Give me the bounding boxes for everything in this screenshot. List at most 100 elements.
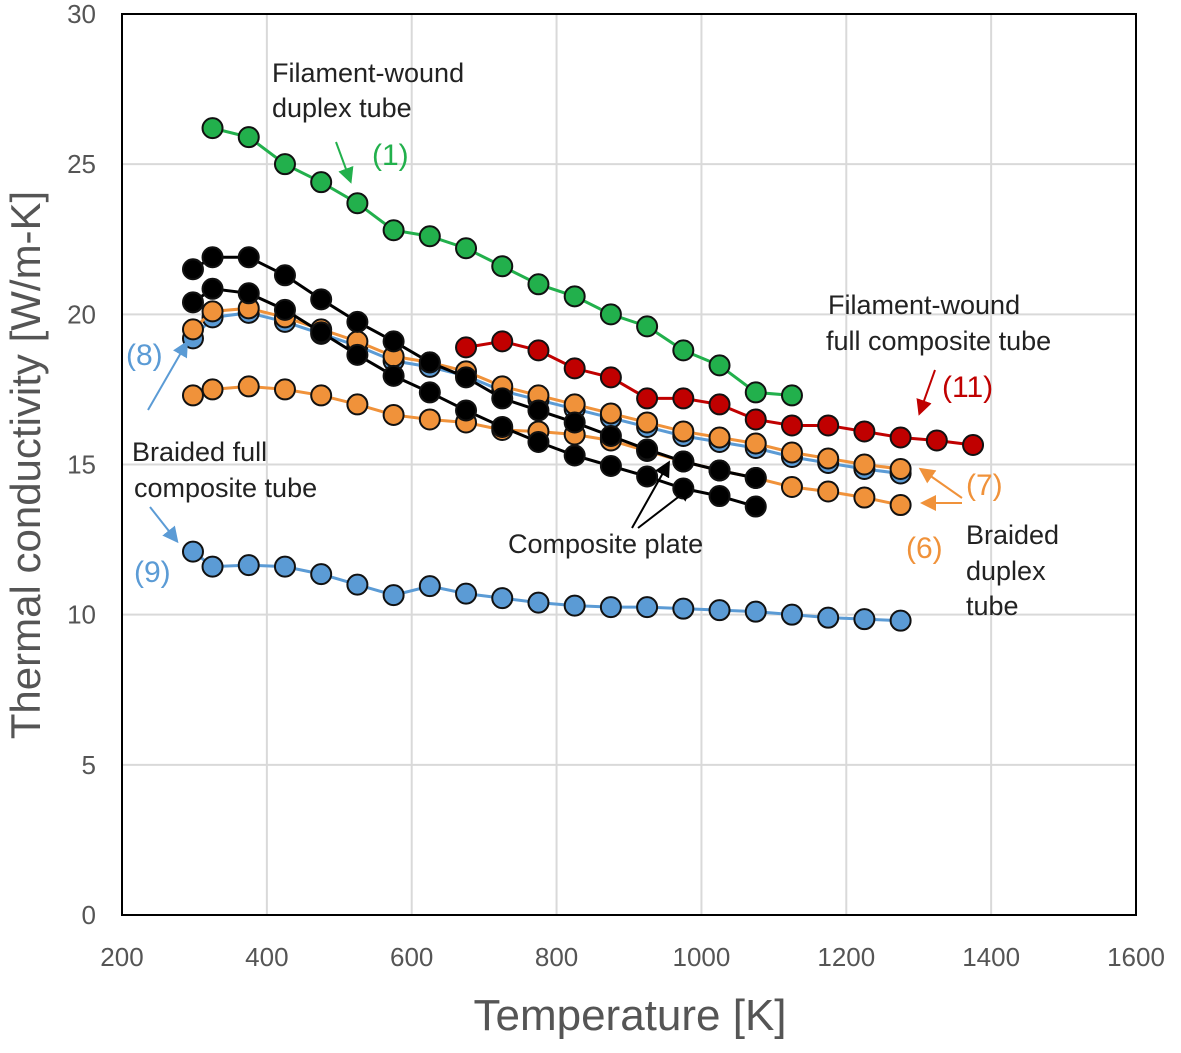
data-point	[563, 285, 586, 308]
series-group	[181, 117, 985, 632]
data-point	[780, 476, 803, 499]
x-axis-title: Temperature [K]	[473, 991, 786, 1040]
arrow-7-icon	[918, 467, 963, 499]
data-point	[708, 599, 731, 622]
tick-labels: 200 400 600 800 1000 1200 1400 1600 0 5 10 15 20 25 30	[67, 0, 1165, 972]
annotation-fw-duplex-2: duplex tube	[272, 93, 412, 123]
annotation-fw-full-1: Filament-wound	[828, 290, 1020, 320]
data-point	[346, 192, 369, 215]
data-point	[181, 258, 204, 281]
data-point	[853, 453, 876, 476]
arrow-1-icon	[335, 141, 354, 184]
data-point	[744, 408, 767, 431]
annotation-braided-duplex-3: tube	[966, 591, 1019, 621]
y-tick-label: 10	[67, 600, 96, 630]
data-point	[672, 450, 695, 473]
data-point	[744, 467, 767, 490]
data-point	[382, 403, 405, 426]
data-point	[853, 486, 876, 509]
data-point	[744, 381, 767, 404]
data-point	[491, 330, 514, 353]
data-point	[708, 485, 731, 508]
data-point	[636, 387, 659, 410]
data-point	[889, 458, 912, 481]
y-tick-label: 0	[82, 900, 96, 930]
data-point	[853, 608, 876, 631]
data-point	[455, 399, 478, 422]
data-point	[273, 378, 296, 401]
data-point	[817, 414, 840, 437]
annotation-label-9: (9)	[134, 556, 171, 589]
data-point	[382, 219, 405, 242]
annotation-fw-full-2: full composite tube	[826, 326, 1051, 356]
data-point	[273, 264, 296, 287]
x-tick-label: 1600	[1107, 942, 1165, 972]
data-point	[455, 237, 478, 260]
data-point	[563, 357, 586, 380]
data-point	[708, 426, 731, 449]
annotation-label-7: (7)	[966, 469, 1003, 502]
data-point	[889, 609, 912, 632]
data-point	[201, 300, 224, 323]
y-tick-label: 5	[82, 750, 96, 780]
data-point	[310, 384, 333, 407]
data-point	[780, 414, 803, 437]
annotation-label-11: (11)	[942, 371, 993, 404]
data-point	[817, 480, 840, 503]
annotation-braided-duplex-2: duplex	[966, 556, 1046, 586]
y-tick-label: 30	[67, 0, 96, 29]
data-point	[237, 282, 260, 305]
data-point	[418, 381, 441, 404]
data-point	[201, 117, 224, 140]
data-point	[491, 587, 514, 610]
annotations: Filament-wound duplex tube (1) Filament-…	[126, 58, 1059, 621]
data-point	[744, 600, 767, 623]
data-point	[708, 354, 731, 377]
data-point	[237, 375, 260, 398]
y-tick-label: 20	[67, 299, 96, 329]
annotation-composite-plate: Composite plate	[508, 529, 703, 559]
data-point	[346, 310, 369, 333]
x-tick-label: 400	[245, 942, 288, 972]
data-point	[599, 366, 622, 389]
series-7	[201, 117, 803, 407]
x-tick-label: 200	[100, 942, 143, 972]
data-point	[382, 364, 405, 387]
data-point	[744, 432, 767, 455]
data-point	[346, 573, 369, 596]
data-point	[599, 455, 622, 478]
data-point	[599, 596, 622, 619]
data-point	[853, 420, 876, 443]
data-point	[817, 606, 840, 629]
data-point	[672, 387, 695, 410]
data-point	[527, 430, 550, 453]
data-point	[708, 393, 731, 416]
data-point	[237, 554, 260, 577]
y-tick-label: 15	[67, 450, 96, 480]
annotation-label-1: (1)	[372, 139, 409, 172]
annotation-label-6: (6)	[906, 532, 943, 565]
data-point	[636, 315, 659, 338]
data-point	[563, 393, 586, 416]
data-point	[962, 433, 985, 456]
data-point	[780, 384, 803, 407]
data-point	[672, 339, 695, 362]
data-point	[527, 339, 550, 362]
data-point	[455, 366, 478, 389]
data-point	[599, 424, 622, 447]
x-tick-label: 600	[390, 942, 433, 972]
data-point	[636, 438, 659, 461]
data-point	[382, 584, 405, 607]
data-point	[237, 126, 260, 149]
data-point	[599, 402, 622, 425]
data-point	[201, 378, 224, 401]
data-point	[181, 540, 204, 563]
data-point	[273, 153, 296, 176]
data-point	[527, 273, 550, 296]
series-6	[455, 330, 985, 456]
data-point	[273, 555, 296, 578]
data-point	[491, 415, 514, 438]
data-point	[491, 387, 514, 410]
series-4	[181, 277, 767, 518]
